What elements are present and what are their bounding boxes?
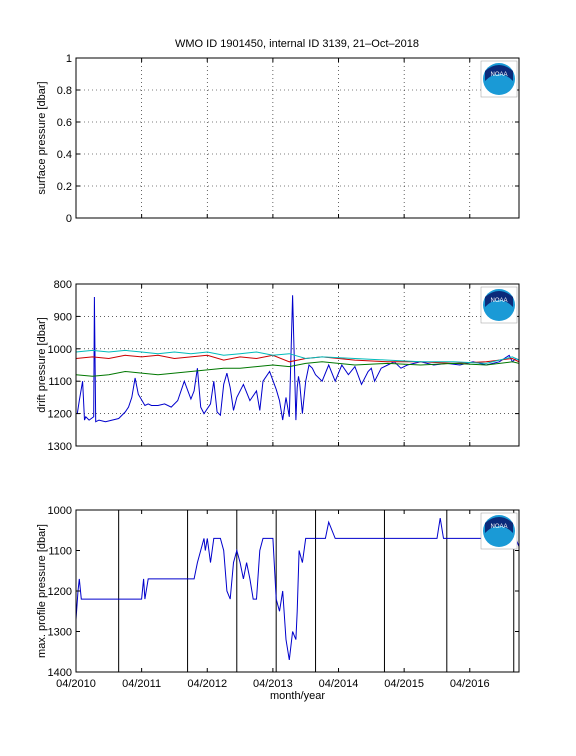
axes-box	[75, 283, 520, 447]
noaa-logo-icon: NOAA	[480, 60, 518, 98]
series-line-2	[75, 354, 520, 364]
logo-text: NOAA	[490, 298, 507, 304]
panel-2: 800 900 1000 1100 1200 1300 drift pressure [db…	[36, 279, 520, 453]
x-tick-label: 04/2016	[450, 678, 490, 690]
y-tick-label: 900	[54, 311, 72, 323]
y-tick-label: 1200	[48, 409, 72, 421]
y-tick-label: 1300	[48, 627, 72, 639]
y-axis-label: surface pressure [dbar]	[36, 81, 48, 194]
panel-1: 0 0.2 0.4 0.6 0.8 1 surface pressure [dbar]	[36, 53, 520, 225]
logo-text: NOAA	[490, 524, 507, 530]
noaa-logo-icon: NOAA	[480, 286, 518, 324]
figure-title: WMO ID 1901450, internal ID 3139, 21–Oct…	[175, 38, 419, 50]
axes-box	[75, 57, 520, 219]
y-tick-label: 1000	[48, 344, 72, 356]
x-tick-label: 04/2011	[122, 678, 161, 690]
x-tick-label: 04/2010	[56, 678, 96, 690]
x-tick-label: 04/2013	[253, 678, 293, 690]
x-tick-label: 04/2012	[187, 678, 227, 690]
x-axis-label: month/year	[270, 690, 325, 702]
series-line-1	[75, 517, 520, 660]
series-line-3	[75, 361, 520, 377]
noaa-logo-icon: NOAA	[480, 512, 518, 550]
series-line-4	[75, 349, 520, 364]
y-tick-label: 1400	[48, 667, 72, 679]
y-tick-label: 0.4	[57, 149, 72, 161]
y-tick-label: 0.2	[57, 181, 72, 193]
y-tick-label: 1000	[48, 505, 72, 517]
y-tick-label: 0.6	[57, 117, 72, 129]
logo-text: NOAA	[490, 72, 507, 78]
y-tick-label: 800	[54, 279, 72, 291]
y-tick-label: 1200	[48, 586, 72, 598]
y-tick-label: 1100	[48, 546, 72, 558]
logo-bird	[485, 65, 513, 81]
y-tick-label: 1	[66, 53, 72, 65]
y-tick-label: 0	[66, 213, 72, 225]
x-tick-label: 04/2015	[384, 678, 424, 690]
logo-bird	[485, 517, 513, 533]
y-axis-label: drift pressure [dbar]	[36, 317, 48, 412]
x-tick-label: 04/2014	[319, 678, 359, 690]
series-line-1	[76, 295, 520, 423]
y-axis-label: max. profile pressure [dbar]	[36, 524, 48, 658]
logo-bird	[485, 291, 513, 307]
y-tick-label: 1300	[48, 441, 72, 453]
y-tick-label: 0.8	[57, 85, 72, 97]
y-tick-label: 1100	[48, 376, 72, 388]
